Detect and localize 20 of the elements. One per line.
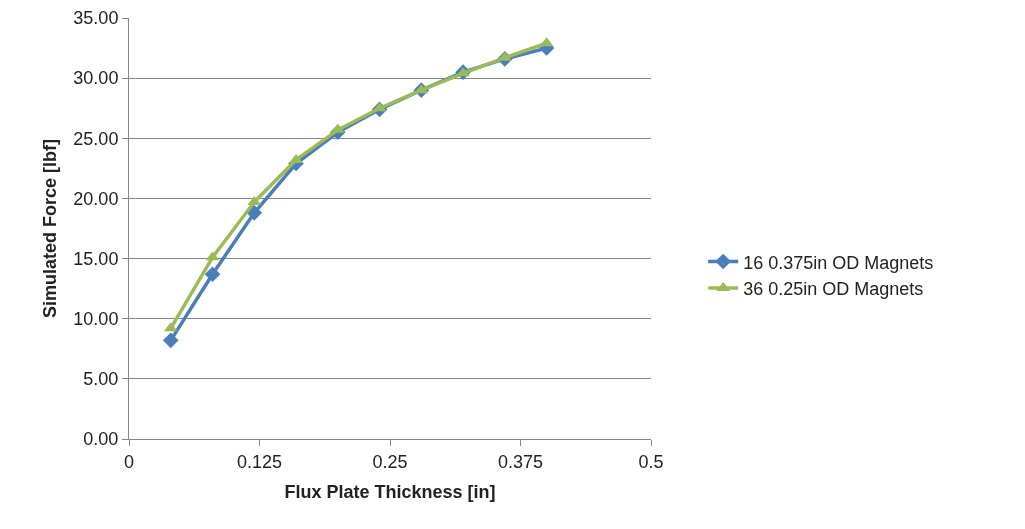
y-tick-label: 15.00 [73, 248, 119, 269]
x-tick-label: 0.25 [372, 451, 408, 472]
x-tick-label: 0.5 [638, 451, 664, 472]
y-tick-label: 0.00 [83, 429, 119, 450]
legend-label: 16 0.375in OD Magnets [743, 252, 934, 273]
x-tick-label: 0.125 [236, 451, 283, 472]
y-axis-title: Simulated Force [lbf] [39, 138, 60, 319]
y-tick-label: 30.00 [73, 68, 119, 89]
x-tick-label: 0.375 [497, 451, 544, 472]
y-tick-label: 10.00 [73, 309, 119, 330]
y-tick-label: 5.00 [83, 369, 119, 390]
point [289, 153, 303, 163]
point [162, 332, 179, 349]
legend-label: 36 0.25in OD Magnets [743, 278, 924, 299]
y-tick-label: 35.00 [73, 8, 119, 29]
x-axis-title: Flux Plate Thickness [in] [284, 481, 496, 502]
x-tick-label: 0 [123, 451, 135, 472]
point [204, 266, 221, 283]
y-tick-label: 25.00 [73, 128, 119, 149]
y-tick-label: 20.00 [73, 188, 119, 209]
